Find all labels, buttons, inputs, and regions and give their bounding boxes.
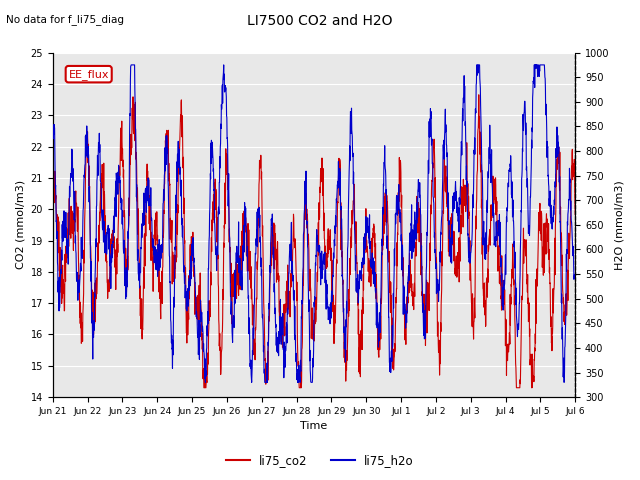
Text: No data for f_li75_diag: No data for f_li75_diag (6, 14, 124, 25)
Y-axis label: H2O (mmol/m3): H2O (mmol/m3) (615, 180, 625, 270)
Y-axis label: CO2 (mmol/m3): CO2 (mmol/m3) (15, 180, 25, 269)
Text: LI7500 CO2 and H2O: LI7500 CO2 and H2O (247, 14, 393, 28)
Text: EE_flux: EE_flux (68, 69, 109, 80)
Legend: li75_co2, li75_h2o: li75_co2, li75_h2o (221, 449, 419, 472)
X-axis label: Time: Time (300, 421, 328, 432)
